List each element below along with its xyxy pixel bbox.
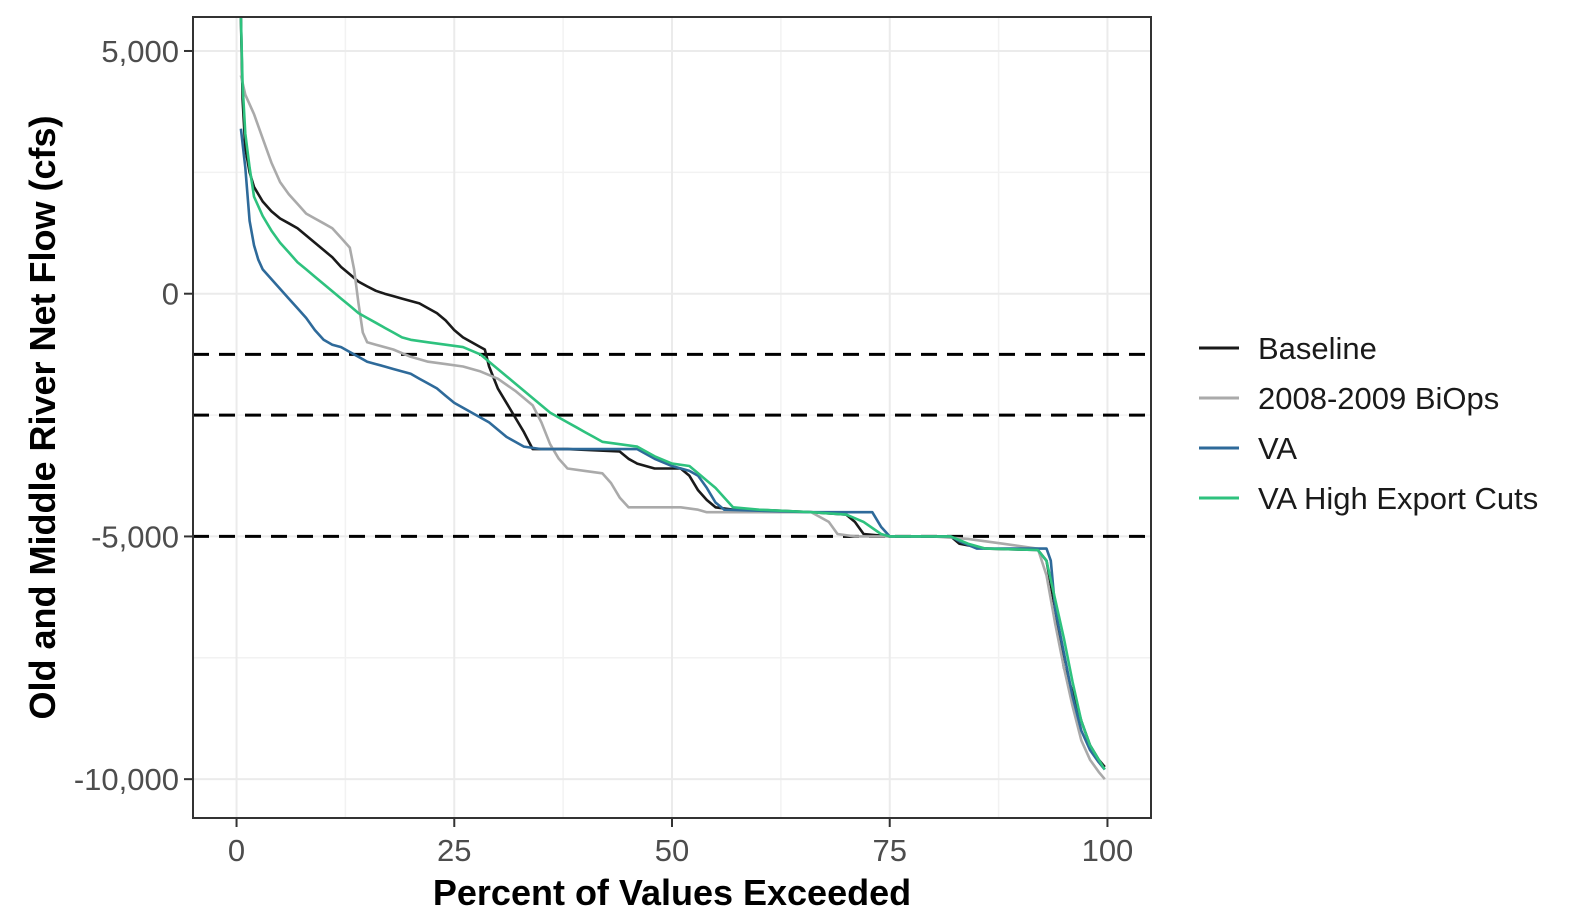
y-tick-label: 5,000 (101, 34, 179, 69)
legend-label: Baseline (1258, 331, 1377, 366)
y-tick-label: -10,000 (74, 762, 179, 797)
series-line (239, 16, 1106, 771)
series-line (239, 75, 1106, 781)
y-tick-label: -5,000 (91, 519, 179, 554)
x-tick-label: 100 (1082, 833, 1134, 868)
x-tick-label: 25 (437, 833, 471, 868)
series-lines (239, 16, 1106, 781)
y-tick-label: 0 (162, 277, 179, 312)
legend-label: VA High Export Cuts (1258, 481, 1538, 516)
legend-label: VA (1258, 431, 1297, 466)
axes: 0 25 50 75 100 5,000 0 -5,000 -10,000 (74, 34, 1133, 868)
x-tick-label: 50 (655, 833, 689, 868)
legend: Baseline 2008-2009 BiOps VA VA High Export … (1199, 331, 1538, 516)
legend-label: 2008-2009 BiOps (1258, 381, 1499, 416)
grid (193, 17, 1151, 818)
x-tick-label: 75 (872, 833, 906, 868)
y-axis-title: Old and Middle River Net Flow (cfs) (22, 115, 63, 719)
x-axis-title: Percent of Values Exceeded (433, 872, 911, 913)
x-tick-label: 0 (228, 833, 245, 868)
